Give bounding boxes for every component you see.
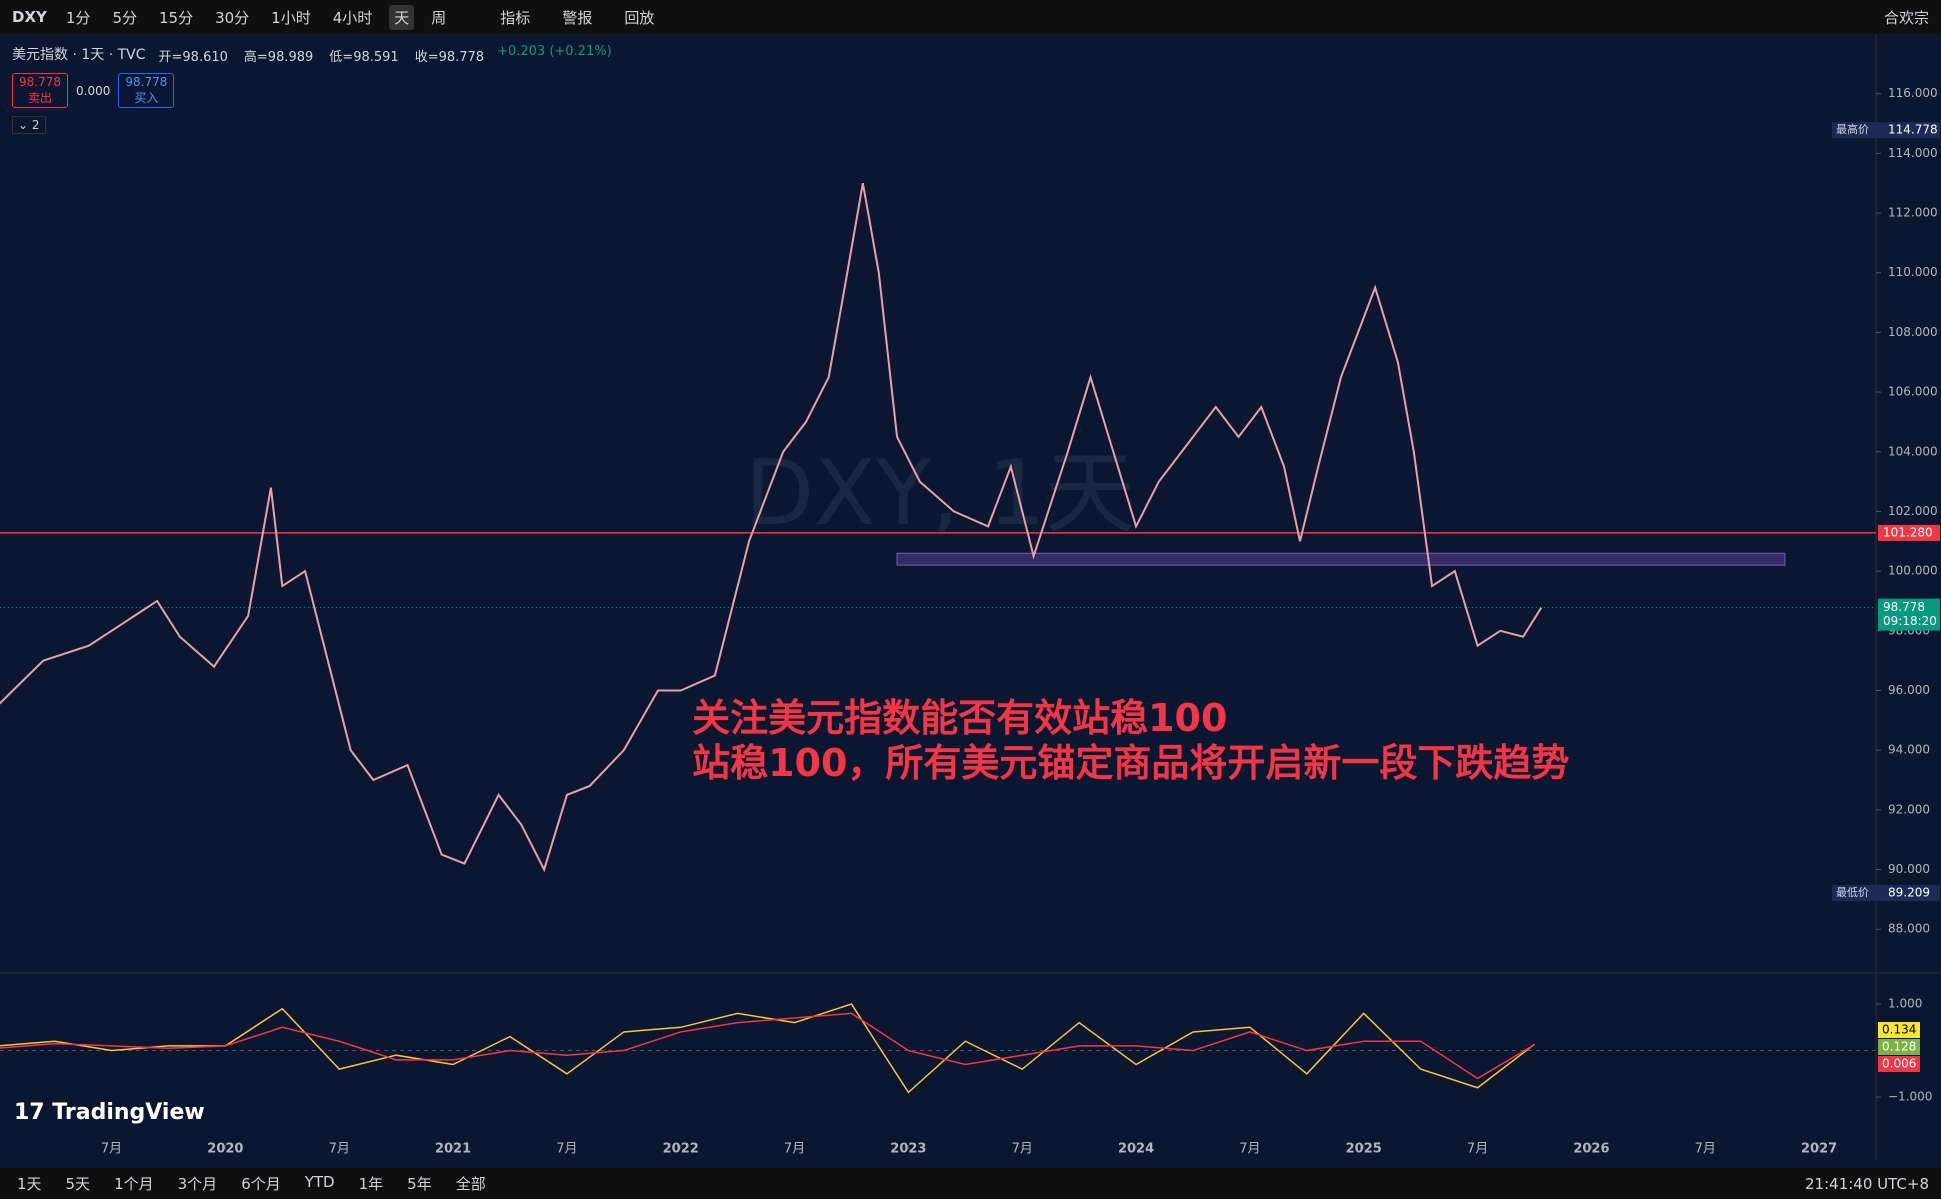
support-zone [896,552,1786,566]
y-tick-label: 110.000 [1888,265,1938,279]
sell-price: 98.778 [19,75,61,89]
legend: 美元指数 · 1天 · TVC 开=98.610 高=98.989 低=98.591 收… [12,44,612,134]
price-line [0,183,1543,873]
interval-button[interactable]: 1小时 [271,8,311,27]
logo: 𝟭𝟳 TradingView [14,1100,205,1125]
interval-button[interactable]: 周 [431,8,447,27]
interval-button[interactable]: 30分 [215,8,250,27]
range-button[interactable]: 全部 [455,1175,486,1193]
y-tick-label: 92.000 [1888,802,1930,816]
ohlc: 开=98.610 高=98.989 低=98.591 收=98.778 [154,44,490,67]
clock: 21:41:40 UTC+8 [1805,1174,1929,1193]
range-button[interactable]: 1年 [358,1175,384,1193]
range-button[interactable]: 5天 [65,1175,91,1193]
ranges: 1天 5天 1个月 3个月 6个月 YTD 1年 5年 全部 [12,1171,491,1196]
oscillator-line [0,1012,1535,1080]
y-tick-label: 114.000 [1888,146,1938,160]
plot-background [0,34,1941,1168]
tool-button[interactable]: 指标 [500,8,531,27]
interval-button[interactable]: 1分 [65,8,91,27]
buy-label: 买入 [134,91,159,105]
interval-button[interactable]: 15分 [158,8,194,27]
chart: DXY, 1天 88.000 90.000 92.000 94.000 96.000 98.… [0,34,1941,1168]
collapse-indicators[interactable]: ⌄ 2 [12,116,46,134]
y-tick-label: 108.000 [1888,325,1938,339]
tool-button[interactable]: 警报 [562,8,593,27]
low-label-bg [1832,885,1940,902]
ohlc-value: 低=98.591 [329,50,399,65]
annotation: 关注美元指数能否有效站稳100 [692,696,1227,740]
y-tick-label: 116.000 [1888,86,1938,100]
interval-button[interactable]: 天 [389,4,415,30]
toolbar: DXY 1分 5分 15分 30分 1小时 4小时天周 指标 警报 回放 合欢宗 [0,0,1941,34]
symbol-name: 美元指数 · 1天 · TVC [12,47,146,63]
last-label-bg [1878,598,1940,631]
y-tick-label: 106.000 [1888,385,1938,399]
buy-price: 98.778 [125,75,168,89]
countdown: 09:18:20 [1883,614,1937,628]
high-label-bg [1832,122,1940,139]
tool-button[interactable]: 回放 [624,8,655,27]
y-tick-label: 102.000 [1888,504,1938,518]
y-tick-label: 96.000 [1888,683,1930,697]
indicator-count: 2 [31,118,40,132]
y-tick-label: 94.000 [1888,743,1930,757]
osc-tick-label: −1.000 [1888,1090,1932,1104]
range-button[interactable]: YTD [304,1173,335,1191]
account[interactable]: 合欢宗 [1883,8,1929,27]
range-button[interactable]: 3个月 [177,1175,218,1193]
low-value: 89.209 [1888,886,1930,900]
osc-label: 0.006 [1882,1057,1916,1071]
oscillator-line [0,1003,1535,1094]
osc-label: 0.128 [1882,1040,1916,1054]
intervals: 1分 5分 15分 30分 1小时 4小时天周 [61,4,451,30]
spread: 0.000 [76,83,111,98]
annotation: 站稳100，所有美元锚定商品将开启新一段下跌趋势 [692,741,1569,785]
high-caption: 最高价 [1836,122,1869,136]
osc-label-bg [1878,1056,1920,1072]
range-button[interactable]: 1天 [17,1175,42,1193]
osc-label-bg [1878,1039,1920,1055]
range-button[interactable]: 1个月 [114,1175,154,1193]
y-tick-label: 112.000 [1888,206,1938,220]
osc-label-bg [1878,1022,1920,1038]
high-value: 114.778 [1888,123,1938,137]
osc-label: 0.134 [1882,1023,1916,1037]
y-tick-label: 104.000 [1888,444,1938,458]
interval-button[interactable]: 4小时 [332,8,373,27]
ohlc-value: 收=98.778 [414,50,485,65]
sell-button[interactable]: 98.778 卖出 [12,73,68,108]
hline-label-bg [1878,524,1940,541]
range-button[interactable]: 6个月 [241,1175,281,1193]
bottom-bar: 1天 5天 1个月 3个月 6个月 YTD 1年 5年 全部 21:41:40 UTC+8 [0,1168,1941,1199]
last-price-label: 98.778 [1883,600,1925,614]
ohlc-value: 高=98.989 [243,50,314,65]
y-tick-label: 100.000 [1888,564,1938,578]
buy-button[interactable]: 98.778 买入 [118,73,175,108]
hline-label: 101.280 [1883,525,1933,539]
interval-button[interactable]: 5分 [112,8,137,27]
watermark: DXY, 1天 [745,441,1135,546]
symbol[interactable]: DXY [12,8,47,26]
change: +0.203 (+0.21%) [497,44,612,59]
osc-tick-label: 1.000 [1888,997,1922,1011]
ohlc-value: 开=98.610 [158,50,228,65]
y-tick-label: 90.000 [1888,862,1930,876]
low-caption: 最低价 [1836,886,1869,899]
range-button[interactable]: 5年 [407,1175,432,1193]
y-tick-label: 88.000 [1888,922,1930,936]
buttons: 指标 警报 回放 [495,5,659,30]
sell-label: 卖出 [27,91,52,105]
logo-text: TradingView [52,1100,205,1125]
